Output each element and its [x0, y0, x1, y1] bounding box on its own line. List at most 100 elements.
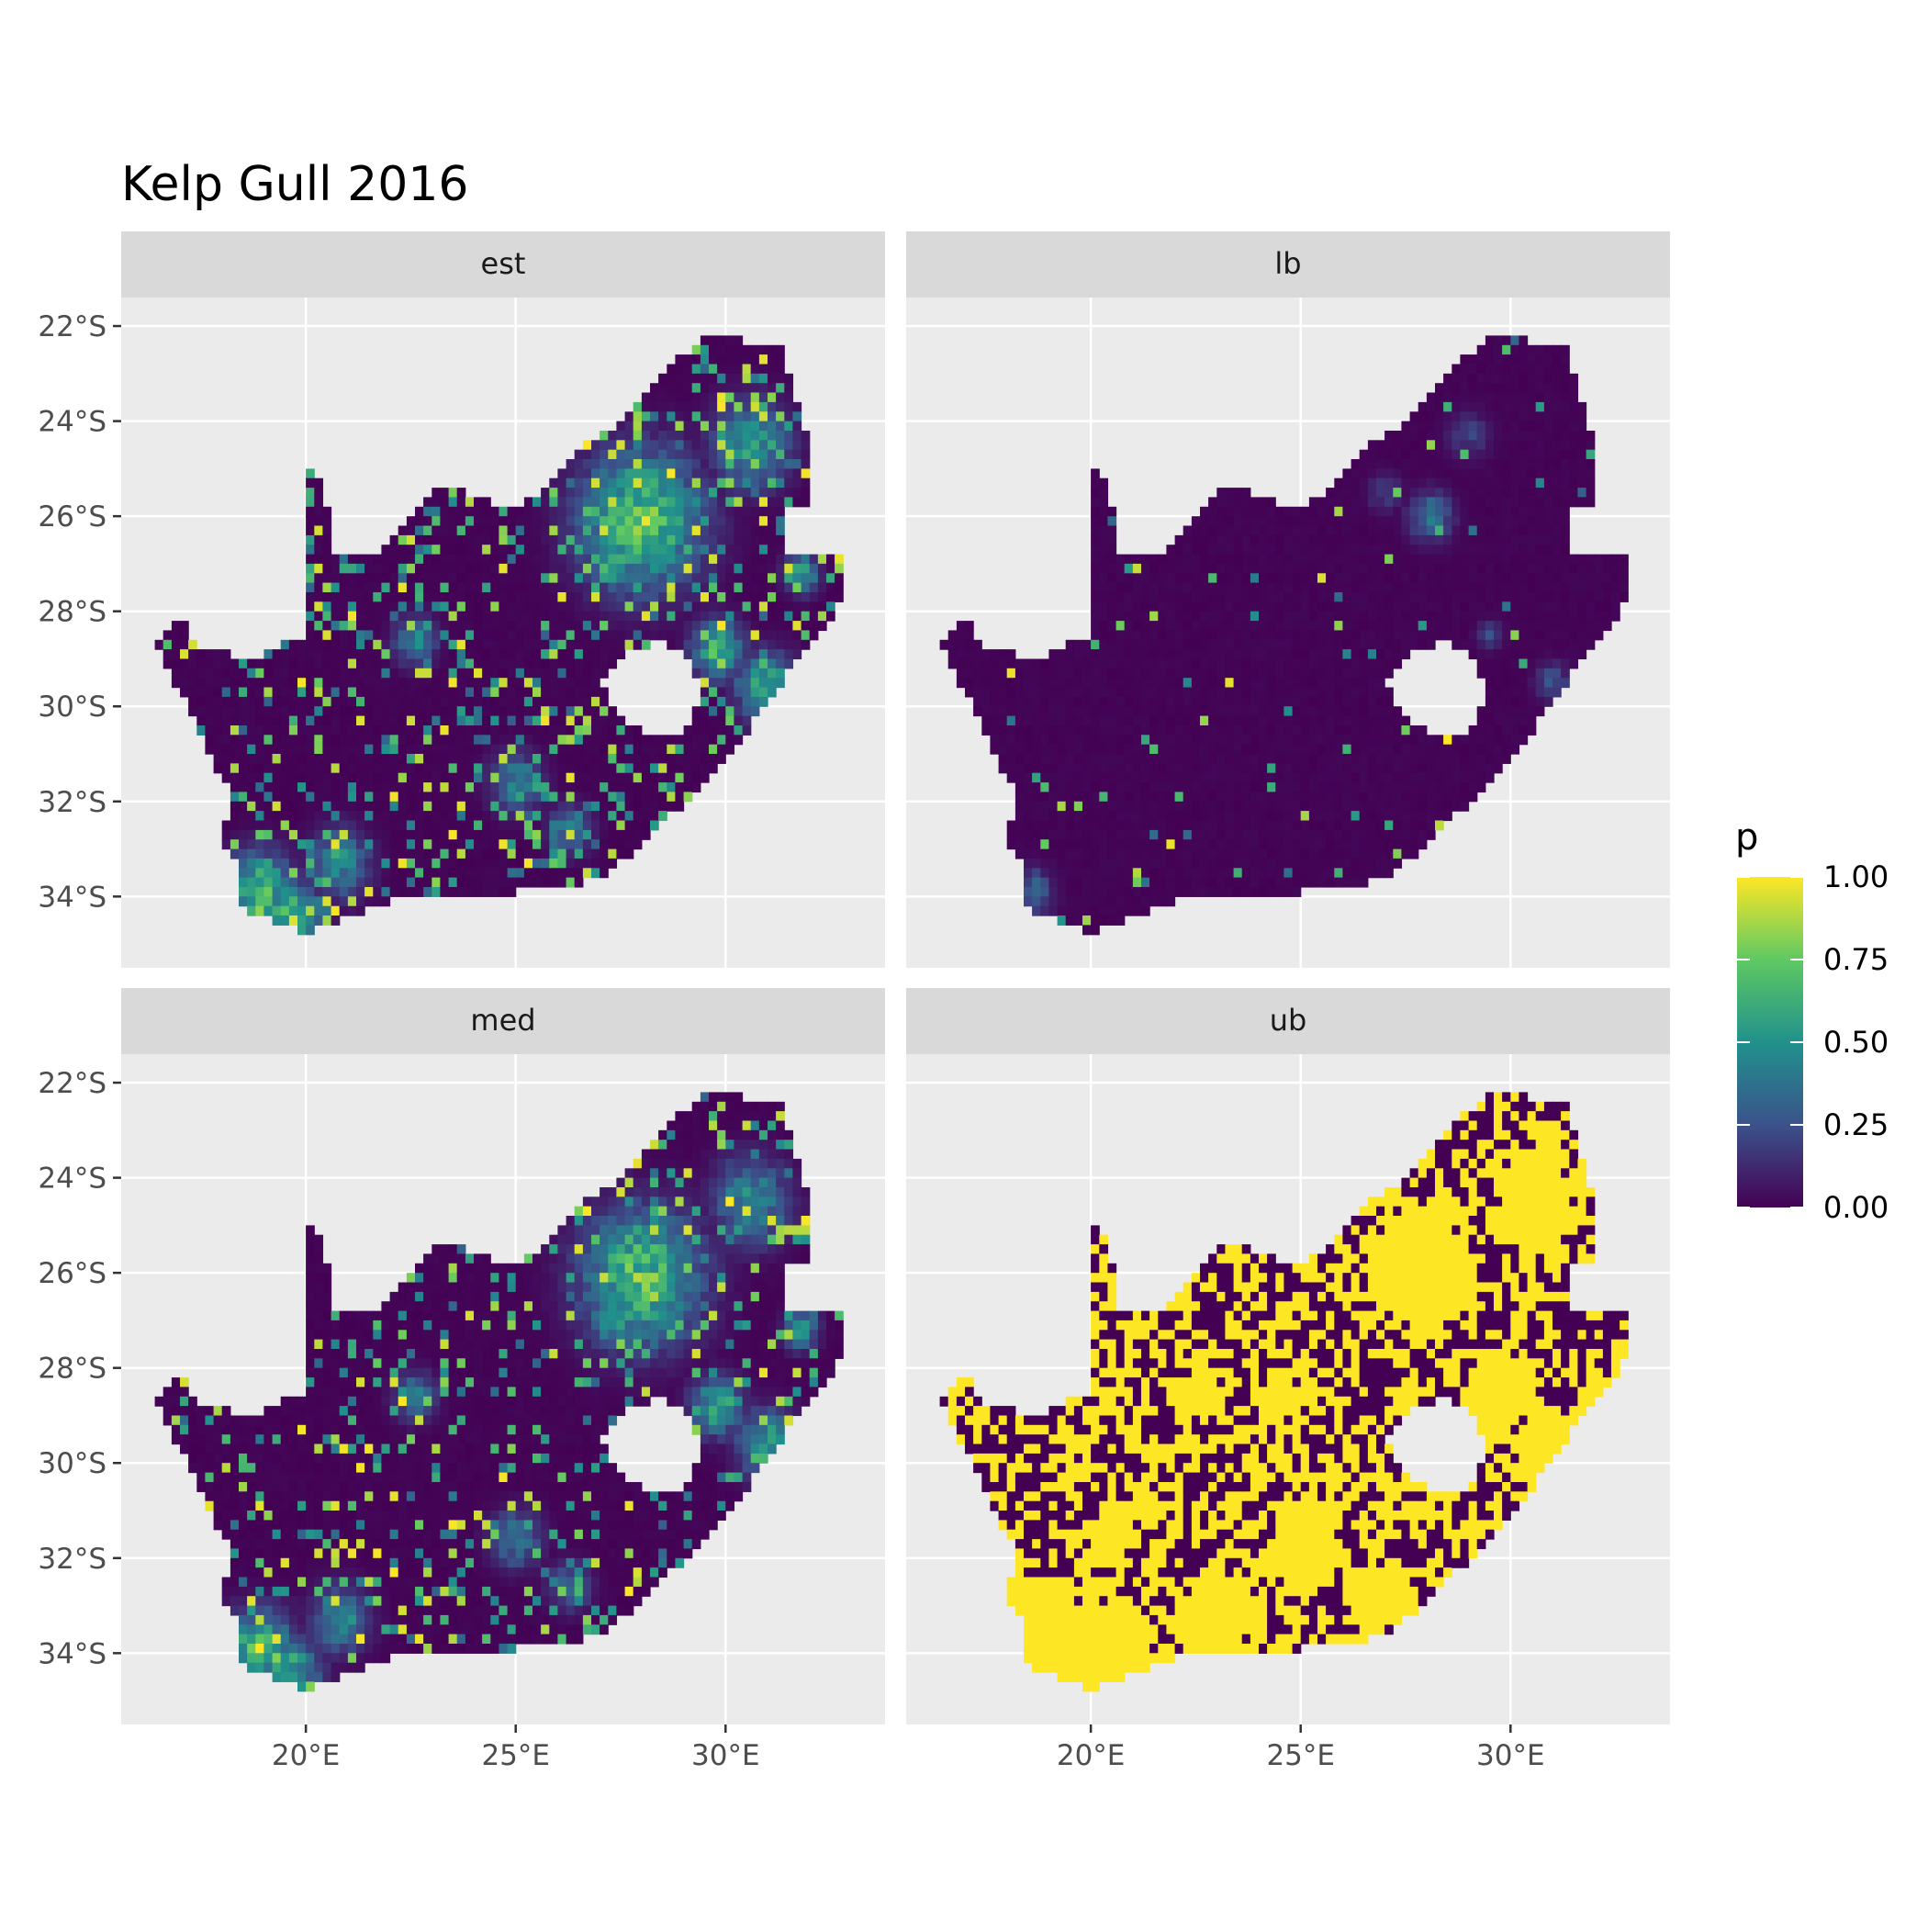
raster-cell	[658, 402, 667, 412]
raster-cell	[792, 621, 801, 631]
raster-cell	[768, 450, 777, 460]
raster-cell	[482, 535, 491, 545]
raster-cell	[1192, 839, 1201, 849]
raster-cell	[1116, 659, 1126, 669]
raster-cell	[1401, 716, 1410, 726]
raster-cell	[1183, 887, 1193, 897]
raster-cell	[1107, 868, 1116, 878]
raster-cell	[759, 573, 768, 583]
raster-cell	[751, 478, 760, 489]
raster-cell	[1216, 592, 1226, 602]
raster-cell	[650, 440, 659, 450]
raster-cell	[957, 640, 966, 650]
raster-cell	[1058, 725, 1067, 736]
raster-cell	[633, 612, 643, 622]
raster-cell	[591, 754, 600, 764]
raster-cell	[474, 649, 483, 659]
raster-cell	[390, 555, 399, 565]
raster-cell	[1418, 516, 1428, 526]
raster-cell	[1107, 878, 1116, 888]
raster-cell	[524, 839, 533, 849]
raster-cell	[973, 668, 982, 679]
raster-cell	[415, 612, 424, 622]
raster-cell	[1384, 735, 1394, 745]
raster-cell	[600, 478, 609, 489]
raster-cell	[348, 592, 357, 602]
raster-cell	[1192, 706, 1201, 716]
raster-cell	[1183, 630, 1193, 640]
raster-cell	[1175, 678, 1184, 688]
raster-cell	[482, 878, 491, 888]
raster-cell	[1125, 887, 1134, 897]
raster-cell	[1024, 745, 1033, 755]
raster-cell	[1058, 716, 1067, 726]
raster-cell	[423, 555, 432, 565]
raster-cell	[482, 868, 491, 878]
raster-cell	[331, 725, 341, 736]
raster-cell	[591, 735, 600, 745]
raster-cell	[381, 630, 390, 640]
raster-cell	[792, 592, 801, 602]
raster-cell	[1351, 468, 1361, 478]
raster-cell	[625, 839, 634, 849]
raster-cell	[717, 601, 726, 612]
raster-cell	[1116, 811, 1126, 821]
raster-cell	[784, 459, 793, 469]
raster-cell	[490, 630, 499, 640]
raster-cell	[1183, 725, 1193, 736]
raster-cell	[1309, 535, 1318, 545]
raster-cell	[390, 601, 399, 612]
raster-cell	[306, 878, 315, 888]
raster-cell	[1410, 782, 1419, 792]
raster-cell	[583, 640, 592, 650]
raster-cell	[667, 393, 676, 403]
raster-cell	[1401, 640, 1410, 650]
raster-cell	[356, 773, 365, 783]
raster-cell	[1192, 725, 1201, 736]
raster-cell	[390, 887, 399, 897]
raster-cell	[322, 878, 331, 888]
raster-cell	[625, 601, 634, 612]
raster-cell	[432, 573, 441, 583]
raster-cell	[449, 811, 458, 821]
raster-cell	[390, 564, 399, 574]
raster-cell	[255, 887, 264, 897]
raster-cell	[1427, 431, 1436, 441]
raster-cell	[1360, 450, 1369, 460]
raster-cell	[642, 431, 651, 441]
raster-cell	[1326, 630, 1335, 640]
raster-cell	[314, 821, 323, 831]
raster-cell	[1242, 497, 1251, 507]
raster-cell	[1141, 688, 1150, 698]
raster-cell	[575, 555, 584, 565]
raster-cell	[1133, 792, 1142, 802]
raster-cell	[474, 555, 483, 565]
raster-cell	[1225, 516, 1234, 526]
raster-cell	[1410, 773, 1419, 783]
raster-cell	[398, 859, 408, 869]
raster-cell	[541, 763, 550, 773]
raster-cell	[725, 659, 734, 669]
raster-cell	[1384, 450, 1394, 460]
raster-cell	[717, 431, 726, 441]
raster-cell	[1183, 583, 1193, 593]
raster-cell	[1066, 725, 1075, 736]
raster-cell	[1384, 612, 1394, 622]
raster-cell	[616, 497, 625, 507]
raster-cell	[1107, 782, 1116, 792]
raster-cell	[692, 725, 701, 736]
raster-cell	[1066, 802, 1075, 812]
raster-cell	[743, 468, 752, 478]
raster-cell	[449, 745, 458, 755]
raster-cell	[1334, 621, 1343, 631]
raster-cell	[1309, 659, 1318, 669]
raster-cell	[549, 849, 558, 859]
raster-cell	[457, 849, 466, 859]
raster-cell	[314, 640, 323, 650]
raster-cell	[1301, 668, 1310, 679]
raster-cell	[340, 706, 349, 716]
raster-cell	[650, 601, 659, 612]
raster-cell	[1175, 839, 1184, 849]
raster-cell	[1301, 545, 1310, 555]
raster-cell	[1301, 659, 1310, 669]
